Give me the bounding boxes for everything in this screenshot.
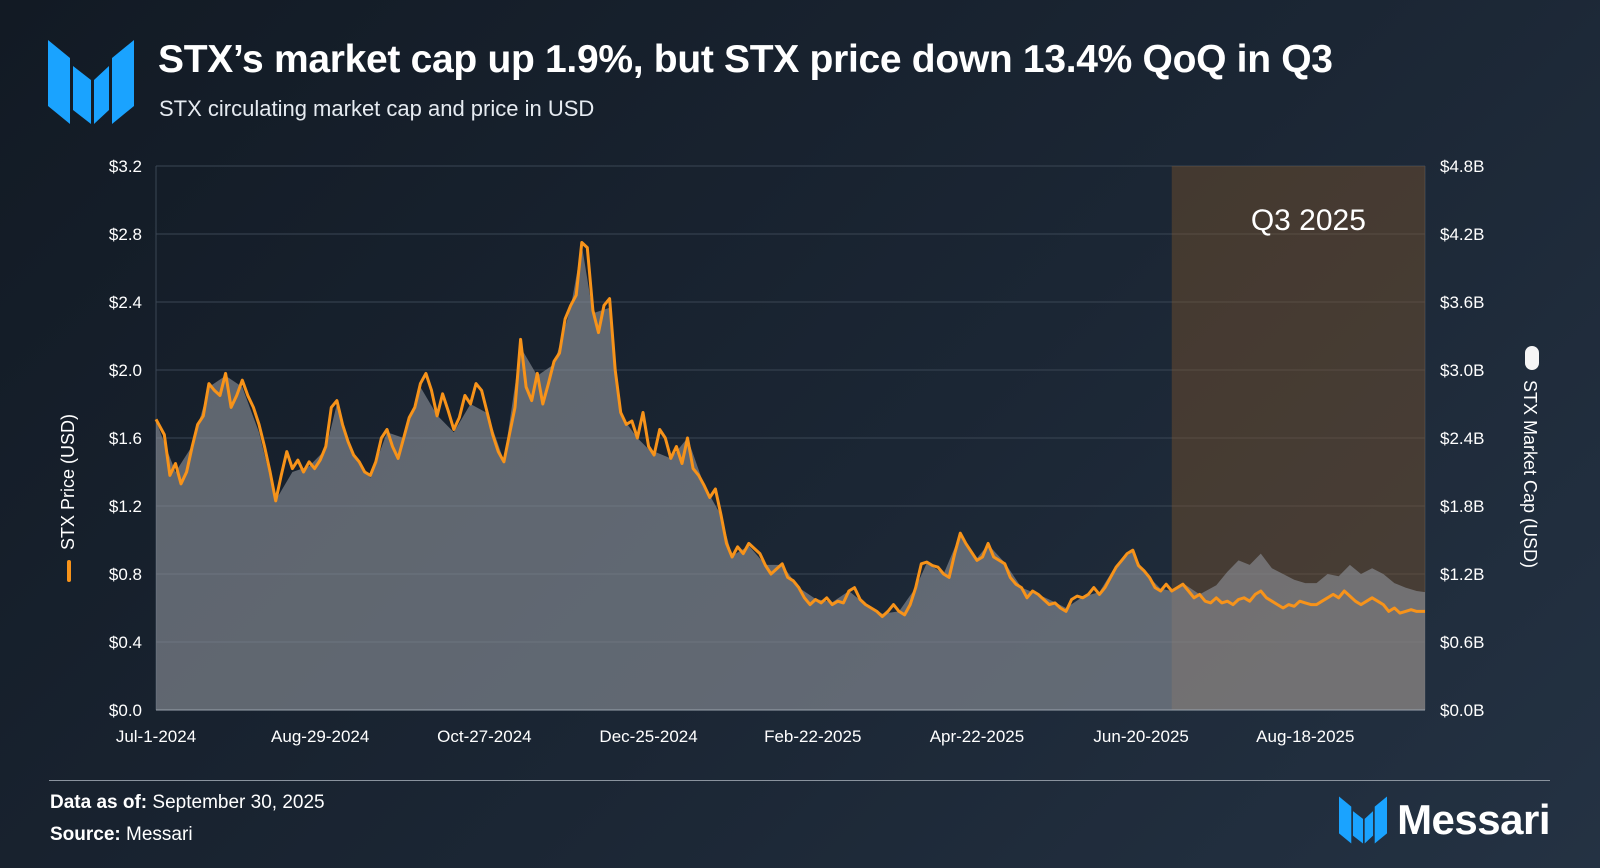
messari-small-logo-icon	[1339, 796, 1388, 844]
x-tick-label: Oct-27-2024	[437, 727, 532, 746]
brand-name: Messari	[1397, 796, 1550, 843]
left-axis-ticks: $0.0 $0.4 $0.8 $1.2 $1.6 $2.0 $2.4 $2.8 $3.2	[109, 157, 142, 720]
source: Source: Messari	[50, 824, 193, 846]
y-left-tick-label: $2.0	[109, 361, 142, 380]
page-subtitle: STX circulating market cap and price in …	[159, 96, 595, 121]
x-tick-label: Dec-25-2024	[599, 727, 697, 746]
right-axis-title-group: STX Market Cap (USD)	[1520, 346, 1540, 568]
left-axis-title: STX Price (USD)	[58, 414, 78, 550]
y-right-tick-label: $3.6B	[1440, 293, 1484, 312]
y-left-tick-label: $2.8	[109, 225, 142, 244]
y-left-tick-label: $0.8	[109, 565, 142, 584]
y-right-tick-label: $4.2B	[1440, 225, 1484, 244]
right-axis-title: STX Market Cap (USD)	[1520, 380, 1540, 568]
brand-footer: Messari	[1339, 796, 1550, 844]
data-as-of: Data as of: September 30, 2025	[50, 792, 325, 814]
y-right-tick-label: $0.0B	[1440, 701, 1484, 720]
right-axis-ticks: $0.0B $0.6B $1.2B $1.8B $2.4B $3.0B $3.6B $4.2B…	[1440, 157, 1484, 720]
y-right-tick-label: $1.2B	[1440, 565, 1484, 584]
x-tick-label: Apr-22-2025	[930, 727, 1025, 746]
messari-logo-icon	[48, 40, 134, 124]
y-left-tick-label: $3.2	[109, 157, 142, 176]
x-tick-label: Jul-1-2024	[116, 727, 196, 746]
y-right-tick-label: $1.8B	[1440, 497, 1484, 516]
chart-canvas: Q3 2025 $0.0 $0.4 $0.8 $1.2 $1.6 $2.0 $2.4 $2.8…	[58, 157, 1540, 746]
y-left-tick-label: $0.4	[109, 633, 142, 652]
y-left-tick-label: $1.6	[109, 429, 142, 448]
page-title: STX’s market cap up 1.9%, but STX price …	[158, 38, 1333, 81]
right-legend-swatch	[1525, 346, 1539, 370]
source-value: Messari	[126, 824, 193, 845]
y-right-tick-label: $2.4B	[1440, 429, 1484, 448]
data-as-of-value: September 30, 2025	[152, 792, 325, 813]
y-right-tick-label: $4.8B	[1440, 157, 1484, 176]
data-as-of-label: Data as of:	[50, 792, 148, 813]
left-legend-swatch	[67, 560, 71, 582]
q3-highlight-label: Q3 2025	[1251, 204, 1366, 237]
source-label: Source:	[50, 824, 121, 845]
x-tick-label: Aug-29-2024	[271, 727, 369, 746]
y-left-tick-label: $0.0	[109, 701, 142, 720]
price-line	[154, 241, 1425, 618]
y-right-tick-label: $3.0B	[1440, 361, 1484, 380]
x-tick-label: Jun-20-2025	[1093, 727, 1188, 746]
left-axis-title-group: STX Price (USD)	[58, 414, 78, 582]
x-axis-ticks: Jul-1-2024 Aug-29-2024 Oct-27-2024 Dec-25-2…	[116, 727, 1355, 746]
x-tick-label: Feb-22-2025	[764, 727, 861, 746]
market-cap-area	[156, 245, 1425, 711]
x-tick-label: Aug-18-2025	[1256, 727, 1354, 746]
y-left-tick-label: $2.4	[109, 293, 142, 312]
y-right-tick-label: $0.6B	[1440, 633, 1484, 652]
footer-divider	[49, 780, 1550, 781]
y-left-tick-label: $1.2	[109, 497, 142, 516]
